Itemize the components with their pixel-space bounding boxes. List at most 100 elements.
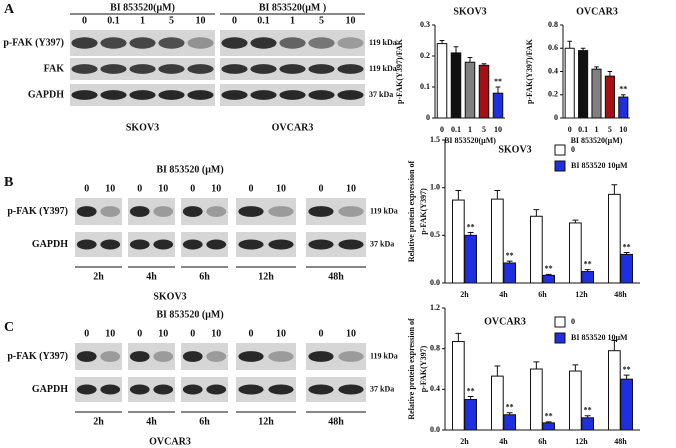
size-label: 119 kDa	[370, 206, 398, 215]
blot-band	[182, 206, 203, 217]
time-label: 6h	[199, 416, 210, 427]
y-tick-label: 1.5	[430, 135, 440, 144]
blot-band	[76, 351, 97, 362]
y-tick-label: 1.2	[430, 303, 440, 312]
row-label: p-FAK (Y397)	[7, 206, 68, 217]
blot-band	[337, 90, 364, 100]
blot-band	[100, 37, 127, 49]
blot-band	[100, 90, 127, 100]
error-bar	[545, 421, 552, 423]
blot-band	[337, 37, 364, 49]
blot-band	[337, 64, 364, 74]
significance-label: **	[623, 242, 631, 251]
blot-band	[100, 239, 121, 250]
bar	[491, 375, 504, 431]
time-label: 48h	[328, 271, 344, 282]
panel-label: C	[4, 320, 14, 335]
bar	[464, 61, 476, 119]
dose-label: 1	[290, 15, 295, 26]
error-bar	[572, 364, 579, 372]
bar	[604, 75, 615, 119]
x-tick-label: 2h	[460, 290, 469, 299]
blot-band	[76, 384, 97, 395]
size-label: 119 kDa	[369, 64, 397, 73]
error-bar	[623, 251, 630, 255]
dose-label: 0.1	[107, 15, 120, 26]
blot-band	[182, 239, 203, 250]
cell-line-label: OVCAR3	[149, 436, 191, 447]
blot-band	[158, 64, 185, 74]
y-axis-label: p-FAK(Y397)/FAK	[525, 38, 534, 104]
row-label: p-FAK (Y397)	[7, 351, 68, 362]
y-axis-label: Relative protein expression of	[407, 318, 416, 420]
bar	[569, 370, 582, 431]
blot-band	[187, 90, 214, 100]
legend-swatch	[554, 144, 566, 156]
blot-band	[279, 90, 306, 100]
x-axis-label: BI 853520(μM)	[444, 136, 496, 145]
y-tick-label: 1.0	[430, 182, 440, 191]
blot-band	[308, 90, 335, 100]
x-axis-label: BI 853520(μM)	[571, 136, 623, 145]
blot-band	[338, 206, 364, 217]
x-tick-label: 4h	[499, 437, 508, 446]
blot-header: BI 853520(μM)	[110, 2, 175, 13]
blot-band	[279, 37, 306, 49]
error-bar	[545, 273, 552, 276]
y-tick-label: 0.3	[420, 20, 430, 29]
significance-label: **	[467, 386, 475, 395]
dose-label: 0	[82, 15, 87, 26]
bar	[564, 47, 575, 119]
error-bar	[611, 340, 618, 351]
x-tick-label: 12h	[575, 290, 588, 299]
cell-line-label: OVCAR3	[272, 122, 314, 133]
blot-band	[279, 64, 306, 74]
error-bar	[506, 260, 513, 263]
dose-label: 5	[319, 15, 324, 26]
y-tick-label: 0	[554, 113, 558, 122]
error-bar	[594, 66, 599, 70]
y-tick-label: 0.1	[420, 82, 430, 91]
legend-swatch	[554, 332, 566, 344]
bar	[608, 350, 621, 431]
y-axis-label: p-FAK(Y397)/FAK	[395, 38, 404, 104]
blot-band	[238, 239, 264, 250]
chart-title: OVCAR3	[576, 6, 618, 17]
blot-band	[268, 351, 294, 362]
blot-band	[187, 64, 214, 74]
y-tick-label: 0.4	[548, 66, 558, 75]
x-tick-label: 1	[468, 125, 472, 134]
x-tick-label: 10	[619, 125, 627, 134]
row-label: GAPDH	[32, 384, 68, 395]
x-tick-label: 0	[440, 125, 444, 134]
dose-label: 10	[276, 328, 286, 339]
bar	[450, 52, 462, 119]
error-bar	[467, 395, 474, 400]
blot-band	[206, 351, 227, 362]
error-bar	[584, 269, 591, 272]
blot-band	[100, 351, 121, 362]
bar	[620, 378, 633, 431]
significance-label: **	[467, 222, 475, 231]
error-bar	[467, 57, 473, 63]
y-axis-label: p-FAK(Y397)	[419, 188, 428, 235]
blot-band	[308, 384, 334, 395]
dose-label: 0	[84, 183, 89, 194]
blot-band	[129, 351, 150, 362]
bar	[452, 199, 465, 284]
bar	[542, 274, 555, 284]
error-bar	[495, 86, 501, 94]
dose-label: 1	[140, 15, 145, 26]
blot-band	[308, 206, 334, 217]
bar	[620, 253, 633, 284]
error-bar	[567, 40, 572, 49]
blot-band	[221, 90, 248, 100]
x-tick-label: 1	[595, 125, 599, 134]
error-bar	[533, 361, 540, 369]
bar	[608, 193, 621, 284]
error-bar	[455, 332, 462, 342]
y-tick-label: 0.2	[548, 90, 558, 99]
blot-band	[308, 37, 335, 49]
error-bar	[611, 184, 618, 195]
blot-band	[268, 384, 294, 395]
